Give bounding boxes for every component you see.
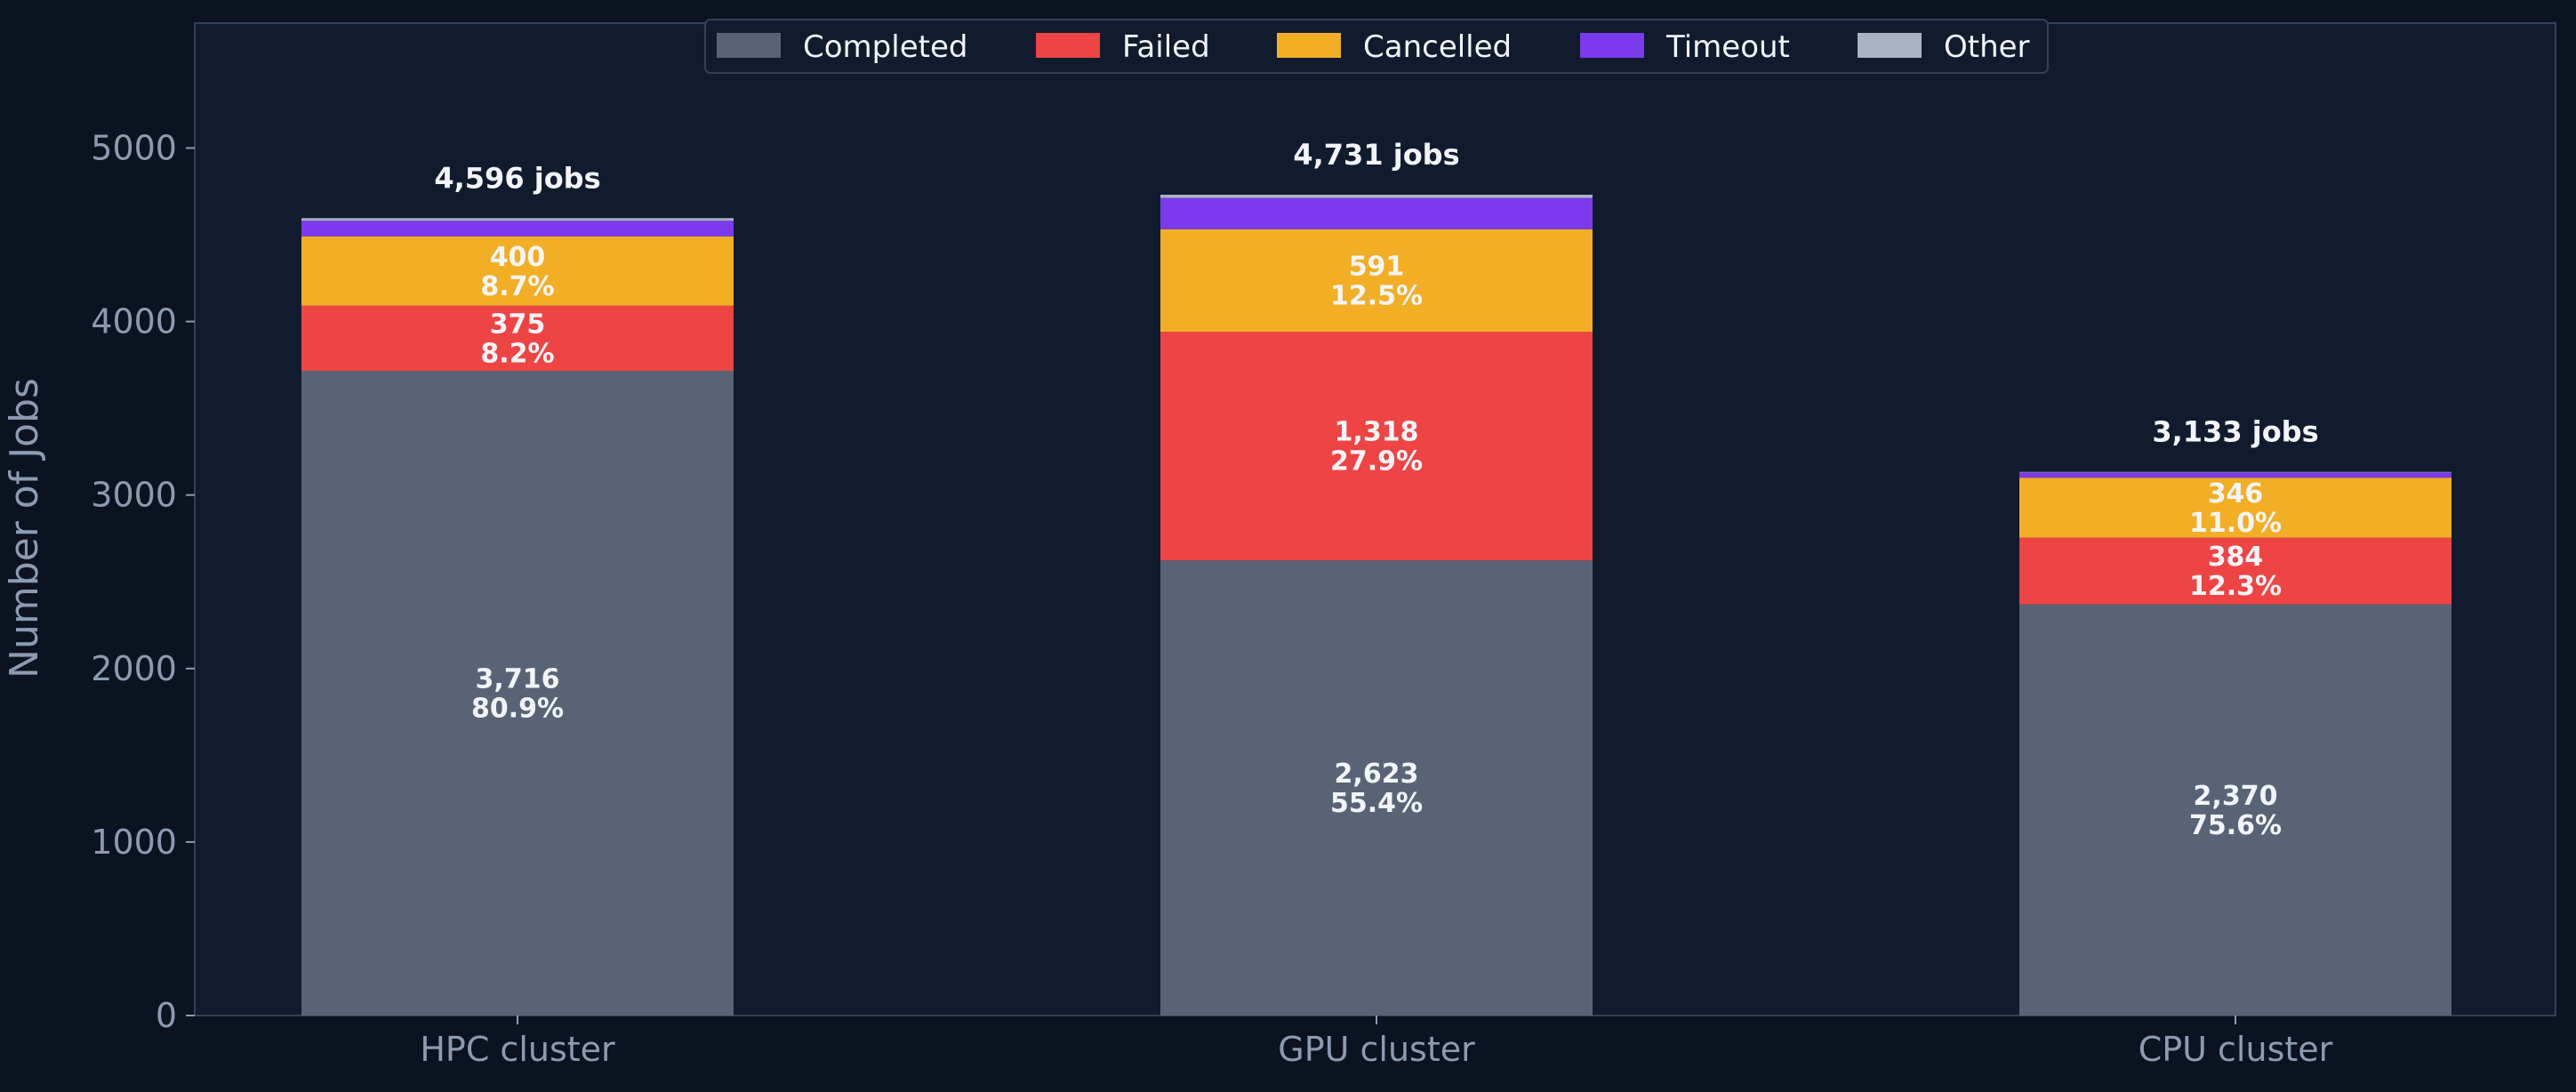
bar-segment-cancelled-2[interactable] — [2019, 478, 2452, 538]
legend-swatch — [1277, 33, 1341, 58]
bars-layer — [301, 194, 2452, 1016]
segment-value-label: 375 — [490, 309, 546, 340]
legend-item-completed[interactable]: Completed — [717, 29, 967, 65]
segment-percent-label: 12.3% — [2189, 571, 2282, 602]
y-tick-label: 4000 — [91, 302, 177, 341]
bar-total-label: 3,133 jobs — [2152, 415, 2318, 449]
x-tick-label: GPU cluster — [1278, 1030, 1475, 1069]
legend-label: Cancelled — [1363, 29, 1512, 65]
bar-total-label: 4,596 jobs — [434, 161, 600, 195]
legend-item-other[interactable]: Other — [1858, 29, 2030, 65]
segment-percent-label: 8.7% — [480, 271, 554, 302]
bar-segment-cancelled-1[interactable] — [1160, 229, 1593, 333]
segment-percent-label: 80.9% — [471, 693, 564, 724]
axes-layer: HPC cluster GPU cluster CPU cluster 0 1000 20… — [91, 128, 2332, 1069]
legend-label: Completed — [803, 29, 967, 65]
bar-segment-failed-0[interactable] — [301, 305, 734, 371]
segment-value-label: 1,318 — [1335, 417, 1419, 448]
bar-segment-timeout-2[interactable] — [2019, 472, 2452, 478]
legend-swatch — [717, 33, 781, 58]
legend-swatch — [1580, 33, 1644, 58]
legend-item-cancelled[interactable]: Cancelled — [1277, 29, 1512, 65]
y-tick-label: 3000 — [91, 476, 177, 515]
bar-segment-completed-1[interactable] — [1160, 560, 1593, 1016]
segment-percent-label: 8.2% — [480, 338, 554, 369]
legend-swatch — [1858, 33, 1922, 58]
bar-segment-failed-1[interactable] — [1160, 332, 1593, 561]
segment-value-label: 346 — [2208, 478, 2264, 510]
y-tick-label: 2000 — [91, 649, 177, 688]
y-tick-label: 0 — [156, 996, 177, 1035]
bar-segment-other-0[interactable] — [301, 218, 734, 221]
segment-value-label: 3,716 — [476, 663, 560, 695]
y-tick-label: 5000 — [91, 128, 177, 167]
y-axis-label: Number of Jobs — [2, 378, 47, 678]
segment-percent-label: 75.6% — [2189, 810, 2282, 841]
segment-percent-label: 55.4% — [1330, 788, 1423, 819]
legend-item-timeout[interactable]: Timeout — [1580, 29, 1790, 65]
legend-label: Failed — [1122, 29, 1210, 65]
bar-segment-other-1[interactable] — [1160, 194, 1593, 198]
legend-label: Timeout — [1665, 29, 1790, 65]
segment-value-label: 400 — [490, 242, 546, 273]
segment-value-label: 591 — [1349, 251, 1405, 282]
x-tick-label: CPU cluster — [2139, 1030, 2333, 1069]
bar-segment-completed-0[interactable] — [301, 370, 734, 1016]
legend-swatch — [1036, 33, 1100, 58]
legend-item-failed[interactable]: Failed — [1036, 29, 1210, 65]
bar-segment-other-2[interactable] — [2019, 471, 2452, 473]
segment-value-label: 2,623 — [1335, 759, 1419, 790]
y-tick-label: 1000 — [91, 823, 177, 862]
segment-percent-label: 27.9% — [1330, 446, 1423, 478]
segment-percent-label: 12.5% — [1330, 280, 1423, 311]
segment-percent-label: 11.0% — [2189, 508, 2282, 539]
x-tick-label: HPC cluster — [420, 1030, 615, 1069]
bar-segment-cancelled-0[interactable] — [301, 236, 734, 306]
legend[interactable]: Completed Failed Cancelled Timeout Other — [704, 19, 2049, 74]
bar-segment-failed-2[interactable] — [2019, 537, 2452, 605]
bar-segment-completed-2[interactable] — [2019, 604, 2452, 1016]
bar-segment-timeout-1[interactable] — [1160, 197, 1593, 229]
segment-value-label: 384 — [2208, 542, 2264, 573]
legend-label: Other — [1944, 29, 2030, 65]
bar-segment-timeout-0[interactable] — [301, 221, 734, 237]
segment-value-label: 2,370 — [2194, 781, 2278, 812]
bar-total-label: 4,731 jobs — [1293, 138, 1459, 172]
